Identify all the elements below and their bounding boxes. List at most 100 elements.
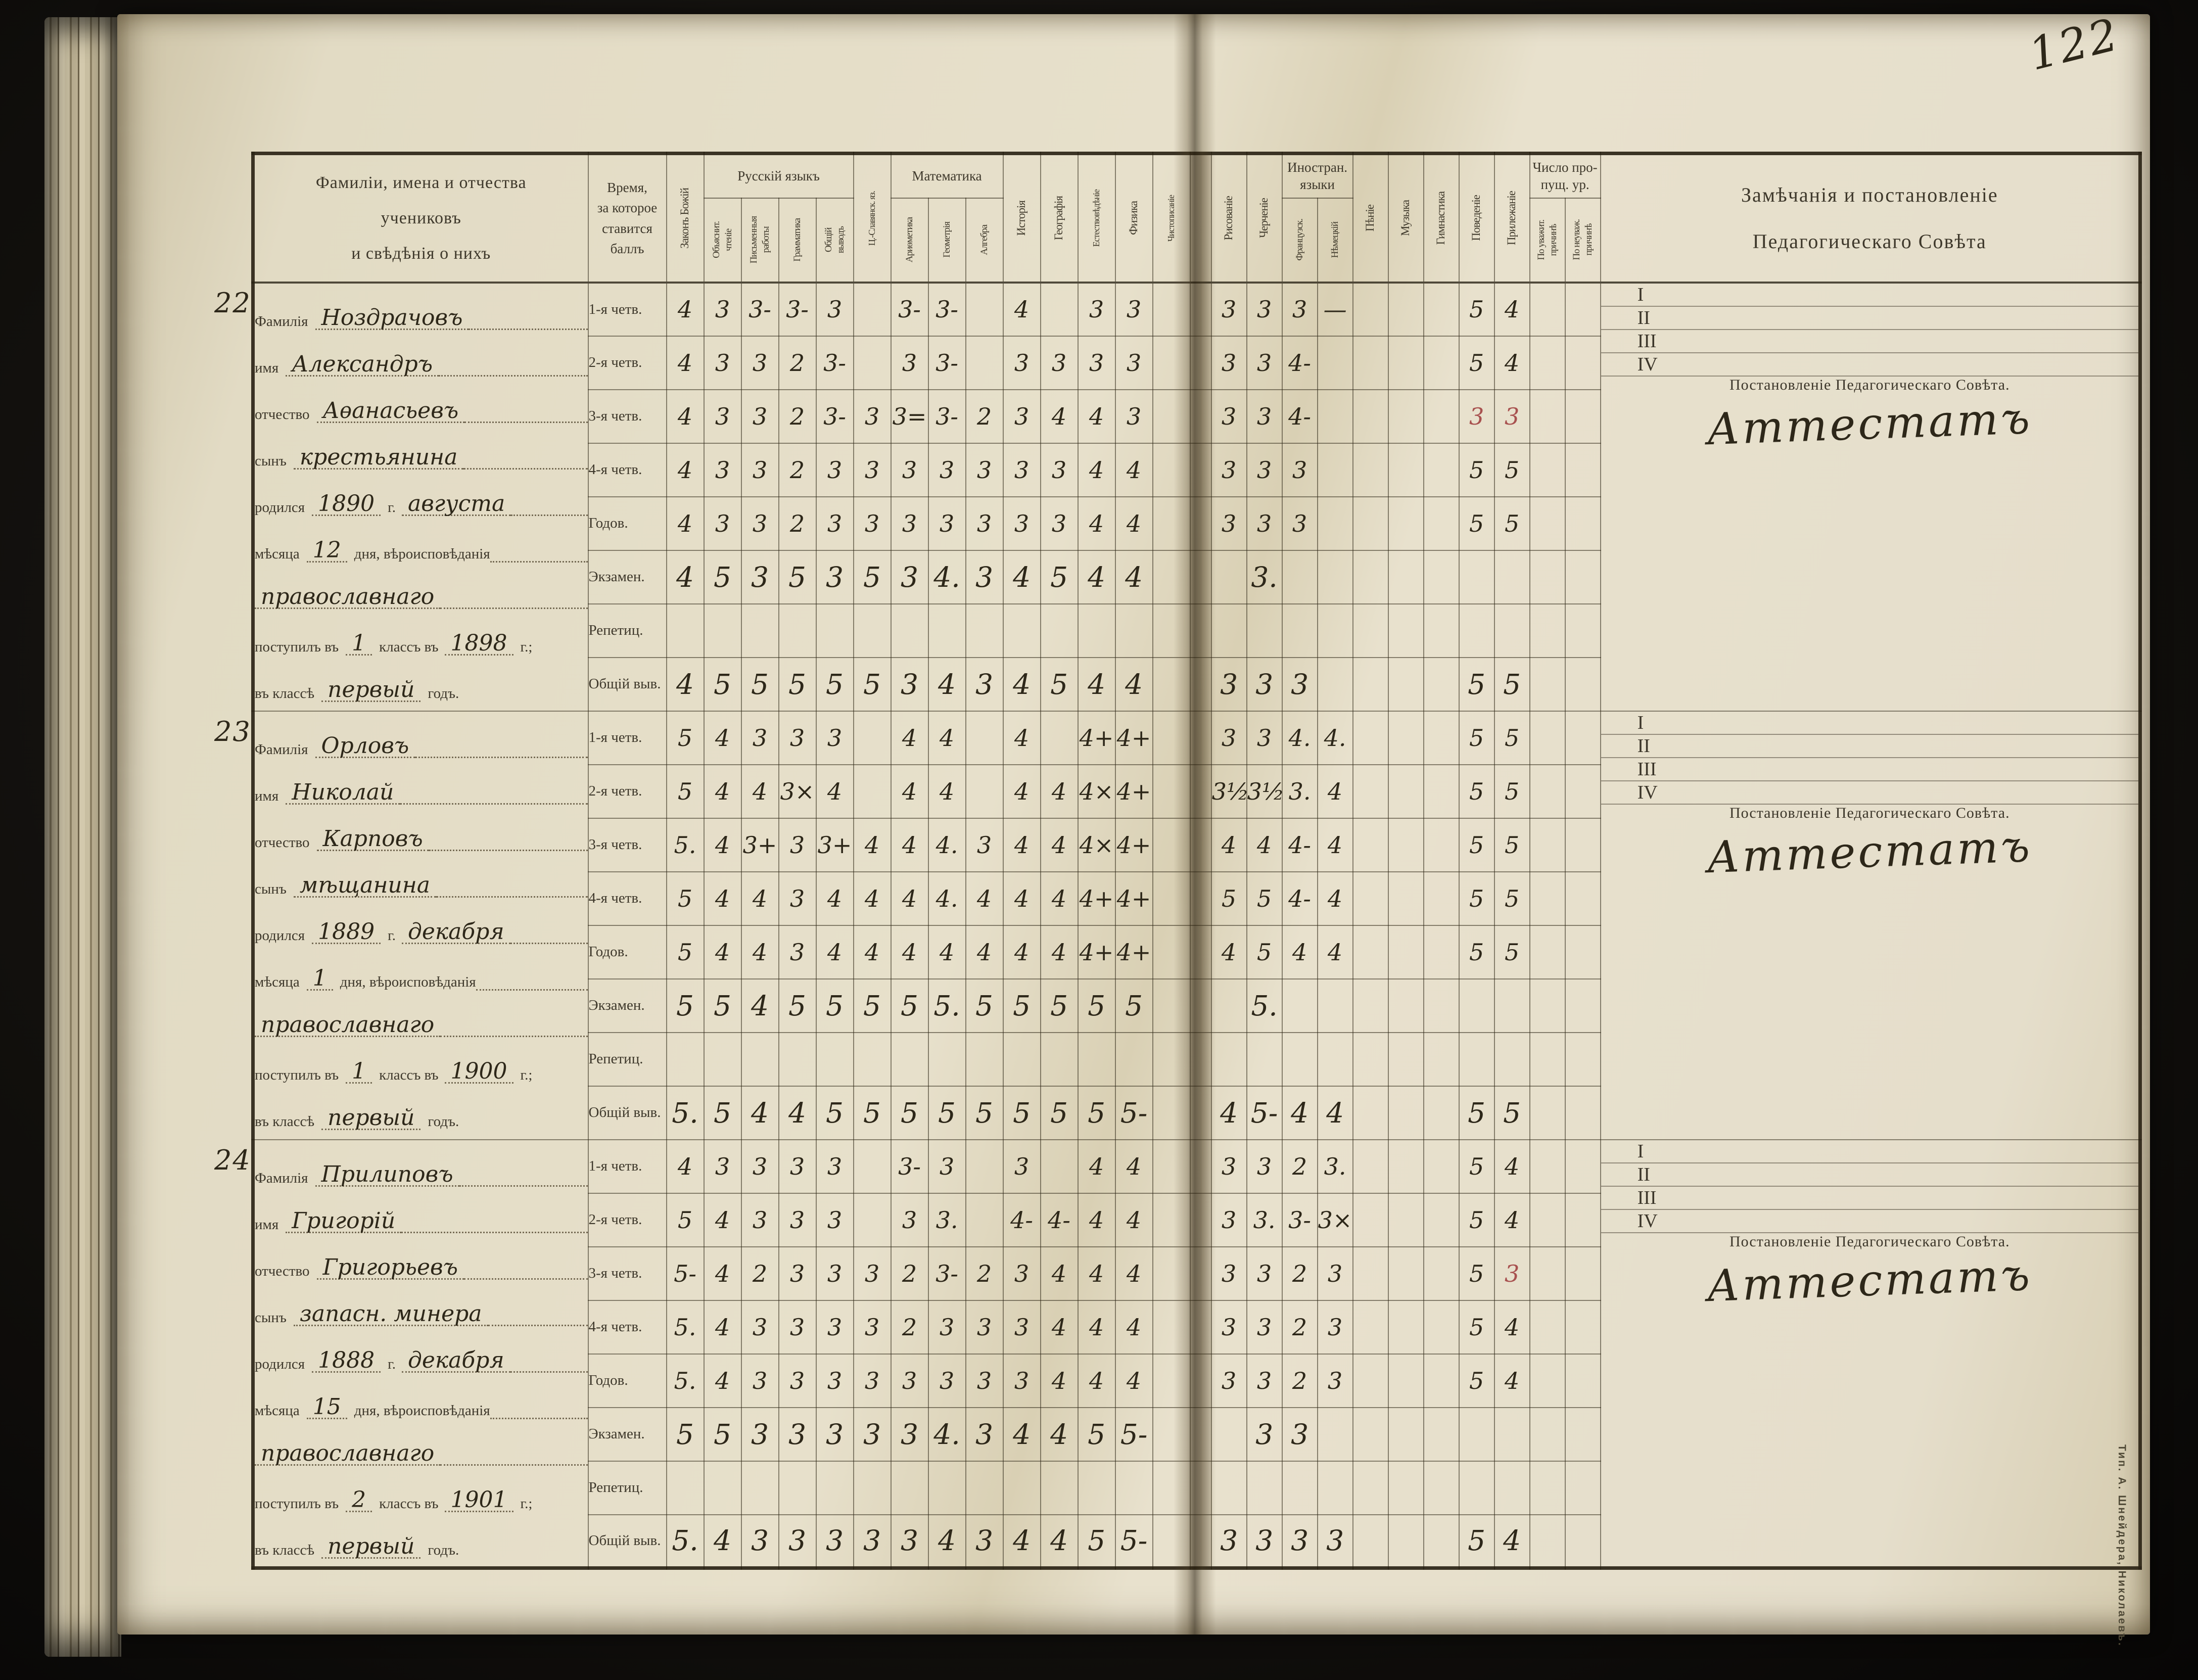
quarter-mark: III bbox=[1637, 758, 1657, 780]
book-fold bbox=[1189, 603, 1212, 658]
grade-cell: 5 bbox=[778, 549, 817, 604]
grade-cell: 3 bbox=[740, 335, 779, 390]
grade-cell bbox=[1152, 764, 1191, 819]
grade-cell: 3 bbox=[703, 335, 742, 390]
grade-cell: 4. bbox=[927, 871, 966, 926]
book-fold bbox=[1189, 496, 1212, 551]
grade-cell bbox=[1387, 978, 1424, 1033]
grade-cell: 4 bbox=[1114, 1139, 1153, 1194]
grade-cell bbox=[1210, 603, 1247, 658]
grade-cell: 3 bbox=[1210, 657, 1247, 712]
grade-cell: 3 bbox=[890, 1407, 929, 1462]
grade-cell bbox=[1152, 442, 1191, 497]
grade-cell bbox=[1352, 978, 1389, 1033]
quarter-band: I bbox=[1601, 712, 2138, 735]
grade-cell bbox=[853, 335, 892, 390]
grade-cell: 4 bbox=[927, 657, 966, 712]
grade-cell bbox=[1564, 1299, 1601, 1355]
grade-cell: 2 bbox=[890, 1246, 929, 1301]
grade-cell: 4 bbox=[703, 710, 742, 765]
book-fold bbox=[1189, 1192, 1212, 1247]
grade-cell: 5 bbox=[1458, 657, 1495, 712]
resolution-band: Постановленіе Педагогическаго Совѣта. Атт… bbox=[1601, 1233, 2138, 1312]
grade-cell: 3½ bbox=[1246, 764, 1284, 819]
column-header-grammar: Грамматика bbox=[778, 197, 817, 284]
grade-cell bbox=[1423, 549, 1460, 604]
grade-cell: 3 bbox=[740, 1407, 779, 1462]
period-label: Репетиц. bbox=[587, 603, 667, 658]
grade-cell: 5- bbox=[1246, 1085, 1283, 1140]
grade-cell bbox=[1564, 1192, 1601, 1247]
grade-cell: 3 bbox=[927, 442, 966, 497]
grade-cell: 4 bbox=[1114, 549, 1153, 604]
column-header-written-work: Письменныя работы bbox=[740, 197, 779, 284]
page-stack-edge bbox=[44, 17, 121, 1657]
grade-cell: 3 bbox=[1210, 389, 1247, 444]
period-label: Экзамен. bbox=[587, 978, 667, 1033]
grade-cell bbox=[1352, 1192, 1389, 1247]
grade-cell: 4 bbox=[1246, 817, 1283, 872]
grade-cell: 5. bbox=[666, 817, 705, 872]
grade-cell: 5 bbox=[1458, 1192, 1495, 1247]
grade-cell: 5 bbox=[1458, 496, 1495, 551]
grade-cell: 5 bbox=[1493, 1085, 1530, 1140]
grade-cell: 3 bbox=[853, 1246, 892, 1301]
grade-cell: 4 bbox=[1210, 924, 1247, 979]
grade-cell bbox=[1564, 1085, 1601, 1140]
grade-cell: 2 bbox=[778, 442, 817, 497]
column-header-physics: Физика bbox=[1114, 153, 1153, 284]
grade-cell bbox=[1152, 1192, 1191, 1247]
grade-cell: 4 bbox=[778, 1085, 817, 1140]
grade-cell: 5 bbox=[853, 549, 892, 604]
grade-cell bbox=[1493, 1032, 1530, 1087]
column-header-music: Музыка bbox=[1387, 153, 1424, 284]
grade-cell: 3 bbox=[1317, 1353, 1353, 1408]
grade-cell: 4 bbox=[703, 1299, 742, 1355]
grade-cell: 3 bbox=[815, 496, 854, 551]
grade-cell: 3 bbox=[1210, 496, 1247, 551]
grade-cell: 5 bbox=[778, 978, 817, 1033]
grade-cell: 3 bbox=[1002, 442, 1041, 497]
grade-cell: 3 bbox=[890, 1353, 929, 1408]
grade-cell bbox=[1564, 978, 1601, 1033]
grade-cell: 3 bbox=[778, 924, 817, 979]
info-son-of: сынъ запасн. минера bbox=[255, 1280, 588, 1326]
grade-cell bbox=[1152, 657, 1191, 712]
grade-cell: 5 bbox=[1458, 335, 1495, 390]
grade-cell bbox=[1423, 1192, 1460, 1247]
grade-cell bbox=[1152, 1032, 1191, 1087]
grade-cell: 3 bbox=[740, 389, 779, 444]
grade-cell: 5 bbox=[703, 978, 742, 1033]
grade-cell: 4 bbox=[815, 871, 854, 926]
grade-cell bbox=[1529, 1085, 1566, 1140]
grade-cell bbox=[965, 282, 1004, 337]
grade-cell: 4 bbox=[1002, 657, 1041, 712]
remarks-cell: I II III IV Постановленіе Педагогическаго Со… bbox=[1600, 710, 2141, 1140]
grade-cell bbox=[853, 1139, 892, 1194]
student-info: Фамилія Орловъ имя Николай отчество Карповъ сы… bbox=[252, 710, 589, 1140]
grade-cell bbox=[1423, 1299, 1460, 1355]
grade-cell: 3 bbox=[1210, 1139, 1247, 1194]
grade-cell: 4 bbox=[1040, 389, 1079, 444]
grade-cell: 4 bbox=[1493, 1299, 1530, 1355]
period-label: 3-я четв. bbox=[587, 817, 667, 872]
grade-cell bbox=[1423, 603, 1460, 658]
grade-cell: 5 bbox=[1458, 1353, 1495, 1408]
grade-cell: 3 bbox=[740, 1299, 779, 1355]
quarter-mark: II bbox=[1637, 1163, 1650, 1185]
grade-cell bbox=[853, 1192, 892, 1247]
grade-cell: 4 bbox=[1114, 1246, 1153, 1301]
grade-cell: 3 bbox=[853, 1407, 892, 1462]
grade-cell bbox=[1352, 1032, 1389, 1087]
grade-cell: 4. bbox=[927, 549, 966, 604]
grade-cell bbox=[1281, 603, 1318, 658]
info-son-of: сынъ крестьянина bbox=[255, 423, 588, 470]
period-label: 1-я четв. bbox=[587, 710, 667, 765]
remarks-cell: I II III IV Постановленіе Педагогическаго Со… bbox=[1600, 282, 2141, 712]
grade-cell: 4 bbox=[703, 1514, 742, 1569]
students-col-header: Фамиліи, имена и отчества учениковъ и св… bbox=[252, 153, 589, 284]
grade-cell: 4 bbox=[1281, 924, 1318, 979]
grade-cell: 3 bbox=[1317, 1246, 1353, 1301]
grade-cell: 3 bbox=[1040, 442, 1079, 497]
grade-cell bbox=[1423, 1353, 1460, 1408]
